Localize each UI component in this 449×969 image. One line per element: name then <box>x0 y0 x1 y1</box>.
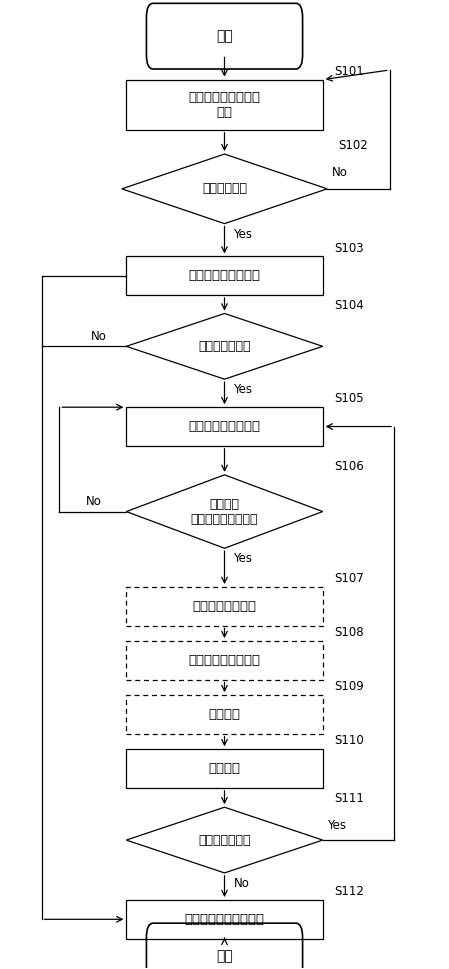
Text: ＩＤを認証？: ＩＤを認証？ <box>202 182 247 196</box>
Text: No: No <box>233 877 249 890</box>
Text: Yes: Yes <box>327 820 346 832</box>
Text: S110: S110 <box>334 735 364 747</box>
Text: Yes: Yes <box>233 383 252 396</box>
Text: 開始: 開始 <box>216 29 233 44</box>
Text: 終了: 終了 <box>216 949 233 963</box>
Text: S103: S103 <box>334 241 363 255</box>
Text: センサが
キック動作を検知？: センサが キック動作を検知？ <box>191 497 258 525</box>
Text: S106: S106 <box>334 460 364 473</box>
Text: ＩＤを認識中？: ＩＤを認識中？ <box>198 833 251 847</box>
Bar <box>126 900 323 939</box>
Text: S112: S112 <box>334 885 364 898</box>
Text: Yes: Yes <box>233 229 252 241</box>
Text: S101: S101 <box>334 65 364 78</box>
Text: No: No <box>332 166 348 179</box>
Text: ＩＤを認識中？: ＩＤを認識中？ <box>198 340 251 353</box>
Bar <box>126 257 323 296</box>
Text: S111: S111 <box>334 793 364 805</box>
Text: S108: S108 <box>334 626 363 640</box>
Text: S105: S105 <box>334 392 363 405</box>
Text: No: No <box>91 330 106 343</box>
Text: センサの動作をＯＦＦ: センサの動作をＯＦＦ <box>185 913 264 925</box>
Text: センサの動作をＯＮ: センサの動作をＯＮ <box>189 269 260 282</box>
Text: S107: S107 <box>334 572 364 585</box>
Bar <box>126 749 323 788</box>
Text: 音の発生: 音の発生 <box>208 708 241 721</box>
Text: Yes: Yes <box>233 552 252 565</box>
Text: ハザードランプ点滅: ハザードランプ点滅 <box>189 654 260 667</box>
Text: キック動作検知処理: キック動作検知処理 <box>189 420 260 433</box>
Text: S104: S104 <box>334 298 364 312</box>
Text: ドア開閉意思認識: ドア開閉意思認識 <box>193 600 256 612</box>
Text: No: No <box>86 495 102 509</box>
Bar <box>126 641 323 679</box>
Bar <box>126 79 323 130</box>
Text: S102: S102 <box>338 140 368 152</box>
Text: ドア駆動: ドア駆動 <box>208 762 241 775</box>
Text: スマートエントリー
開始: スマートエントリー 開始 <box>189 91 260 119</box>
Bar <box>126 695 323 734</box>
Bar <box>126 407 323 446</box>
Bar <box>126 587 323 626</box>
Text: S109: S109 <box>334 680 364 693</box>
